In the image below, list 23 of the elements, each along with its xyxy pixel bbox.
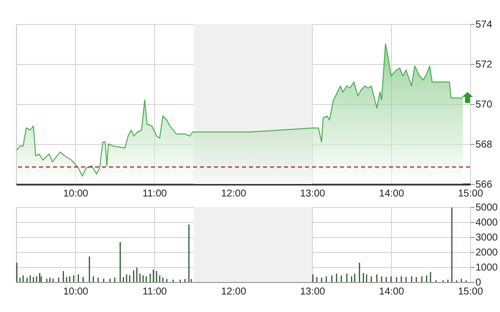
y-tick-label: 4000 <box>476 218 498 228</box>
x-tick-label: 12:00 <box>221 286 247 298</box>
x-tick-label: 13:00 <box>300 188 326 200</box>
x-tick-label: 15:00 <box>458 188 484 200</box>
y-tick-label: 572 <box>476 60 493 70</box>
x-tick-label: 13:00 <box>300 286 326 298</box>
y-tick-label: 3000 <box>476 232 498 244</box>
y-tick-label: 574 <box>476 20 493 30</box>
x-tick-label: 10:00 <box>63 188 89 200</box>
y-tick-label: 566 <box>476 180 493 190</box>
x-tick-label: 11:00 <box>142 188 168 200</box>
y-tick-label: 0 <box>476 278 482 288</box>
y-tick-label: 2000 <box>476 248 498 258</box>
y-tick-label: 5000 <box>476 202 498 214</box>
x-tick-label: 14:00 <box>379 286 404 298</box>
x-tick-label: 15:00 <box>458 286 484 298</box>
y-tick-label: 568 <box>476 140 493 150</box>
x-tick-label: 11:00 <box>142 286 168 298</box>
y-tick-label: 1000 <box>476 262 498 274</box>
x-tick-label: 14:00 <box>379 188 404 200</box>
x-tick-label: 12:00 <box>221 188 247 200</box>
x-tick-label: 10:00 <box>63 286 89 298</box>
y-tick-label: 570 <box>476 100 493 110</box>
